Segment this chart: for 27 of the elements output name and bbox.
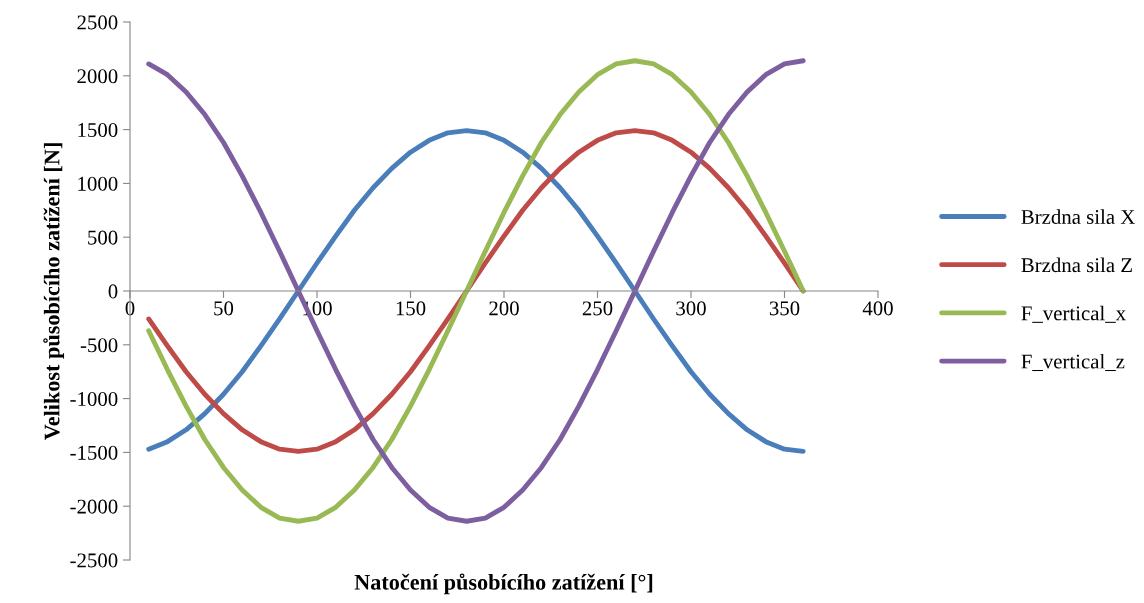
y-tick-label: -2500: [70, 553, 118, 568]
x-tick-label: 300: [676, 301, 706, 316]
x-tick-label: 150: [396, 301, 426, 316]
legend-label: F_vertical_x: [1021, 305, 1126, 323]
legend-label: Brzdna sila Z: [1021, 257, 1132, 273]
y-tick-label: -1500: [70, 445, 118, 460]
x-tick-label: 200: [489, 301, 519, 316]
x-tick-label: 350: [769, 301, 800, 316]
y-tick-label: 2000: [77, 69, 118, 84]
line-series: [146, 58, 806, 524]
y-tick-label: -2000: [70, 499, 118, 514]
y-tick-label: 500: [88, 230, 118, 245]
line-series: [146, 128, 806, 454]
legend-label: F_vertical_z: [1021, 353, 1125, 372]
x-tick-label: 0: [125, 301, 135, 316]
y-tick-label: 1500: [78, 122, 118, 138]
x-tick-label: 250: [582, 301, 613, 316]
y-axis-title: Velikost působícího zatížení [N]: [43, 143, 65, 441]
x-axis-title: Natočení působícího zatížení [°]: [354, 573, 653, 595]
y-tick-label: 1000: [78, 176, 118, 191]
y-tick-label: -500: [80, 338, 118, 353]
x-tick-label: 400: [862, 301, 893, 316]
y-tick-label: 2500: [77, 15, 118, 30]
x-tick-label: 50: [214, 301, 234, 316]
y-tick-label: 0: [108, 284, 118, 299]
y-tick-label: -1000: [70, 391, 118, 407]
legend-label: Brzdna sila X: [1021, 209, 1135, 224]
